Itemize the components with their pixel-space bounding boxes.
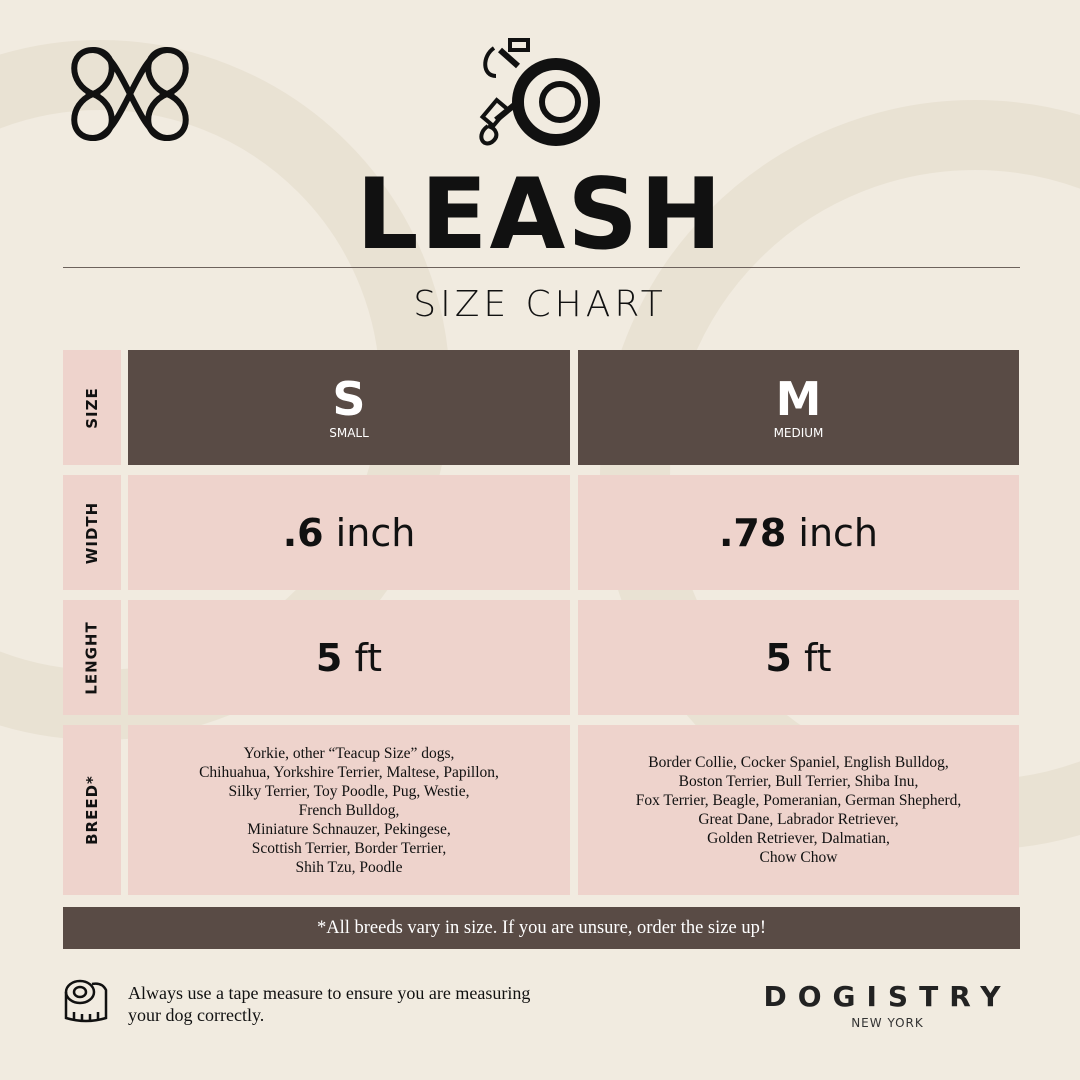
width-unit: inch [786,510,879,555]
size-name: SMALL [329,425,369,440]
breed-line: Yorkie, other “Teacup Size” dogs, [243,744,455,762]
size-letter: M [775,371,822,426]
row-label-length: LENGHT [63,600,121,715]
length-unit: ft [342,635,383,680]
breeds-small: Yorkie, other “Teacup Size” dogs, Chihua… [128,725,570,895]
width-small: .6 inch [128,475,570,590]
width-unit: inch [323,510,416,555]
breed-line: Golden Retriever, Dalmatian, [707,830,890,847]
tip-line: your dog correctly. [128,1005,265,1025]
breeds-medium: Border Collie, Cocker Spaniel, English B… [578,725,1019,895]
breed-line: Chow Chow [759,849,838,866]
tip-text: Always use a tape measure to ensure you … [128,982,648,1026]
breed-line: Great Dane, Labrador Retriever, [698,811,899,828]
length-medium: 5 ft [578,600,1019,715]
page-subtitle: SIZE CHART [413,284,667,325]
length-value: 5 [765,635,792,680]
brand-city: NEW YORK [851,1016,924,1030]
length-small: 5 ft [128,600,570,715]
size-header-small: S SMALL [128,350,570,465]
page-title: LEASH [356,158,724,272]
size-letter: S [332,371,366,426]
breed-line: Fox Terrier, Beagle, Pomeranian, German … [635,792,962,809]
width-medium: .78 inch [578,475,1019,590]
width-value: .6 [282,510,324,555]
breed-line: Silky Terrier, Toy Poodle, Pug, Westie, [228,782,470,800]
row-label-text: BREED* [83,775,101,845]
tape-measure-icon [64,979,108,1023]
row-label-breed: BREED* [63,725,121,895]
tip-line: Always use a tape measure to ensure you … [128,983,531,1003]
breed-line: Boston Terrier, Bull Terrier, Shiba Inu, [678,773,919,790]
knot-logo-icon [71,46,189,142]
row-label-text: LENGHT [83,620,101,695]
breed-line: Miniature Schnauzer, Pekingese, [247,820,451,838]
row-label-size: SIZE [63,350,121,465]
length-unit: ft [791,635,832,680]
row-label-text: SIZE [82,386,101,429]
footnote-banner: *All breeds vary in size. If you are uns… [63,907,1020,949]
breed-line: Border Collie, Cocker Spaniel, English B… [648,754,949,771]
length-value: 5 [315,635,343,680]
width-value: .78 [718,510,787,555]
row-label-width: WIDTH [63,475,121,590]
size-header-medium: M MEDIUM [578,350,1019,465]
breed-line: Chihuahua, Yorkshire Terrier, Maltese, P… [199,763,499,781]
size-name: MEDIUM [773,425,824,440]
breed-line: French Bulldog, [298,801,400,819]
breed-line: Scottish Terrier, Border Terrier, [251,839,447,857]
row-label-text: WIDTH [83,501,101,564]
leash-icon [479,38,600,146]
breed-line: Shih Tzu, Poodle [295,858,403,876]
brand-logo: DOGISTRY [763,980,1012,1013]
divider [63,267,1020,268]
